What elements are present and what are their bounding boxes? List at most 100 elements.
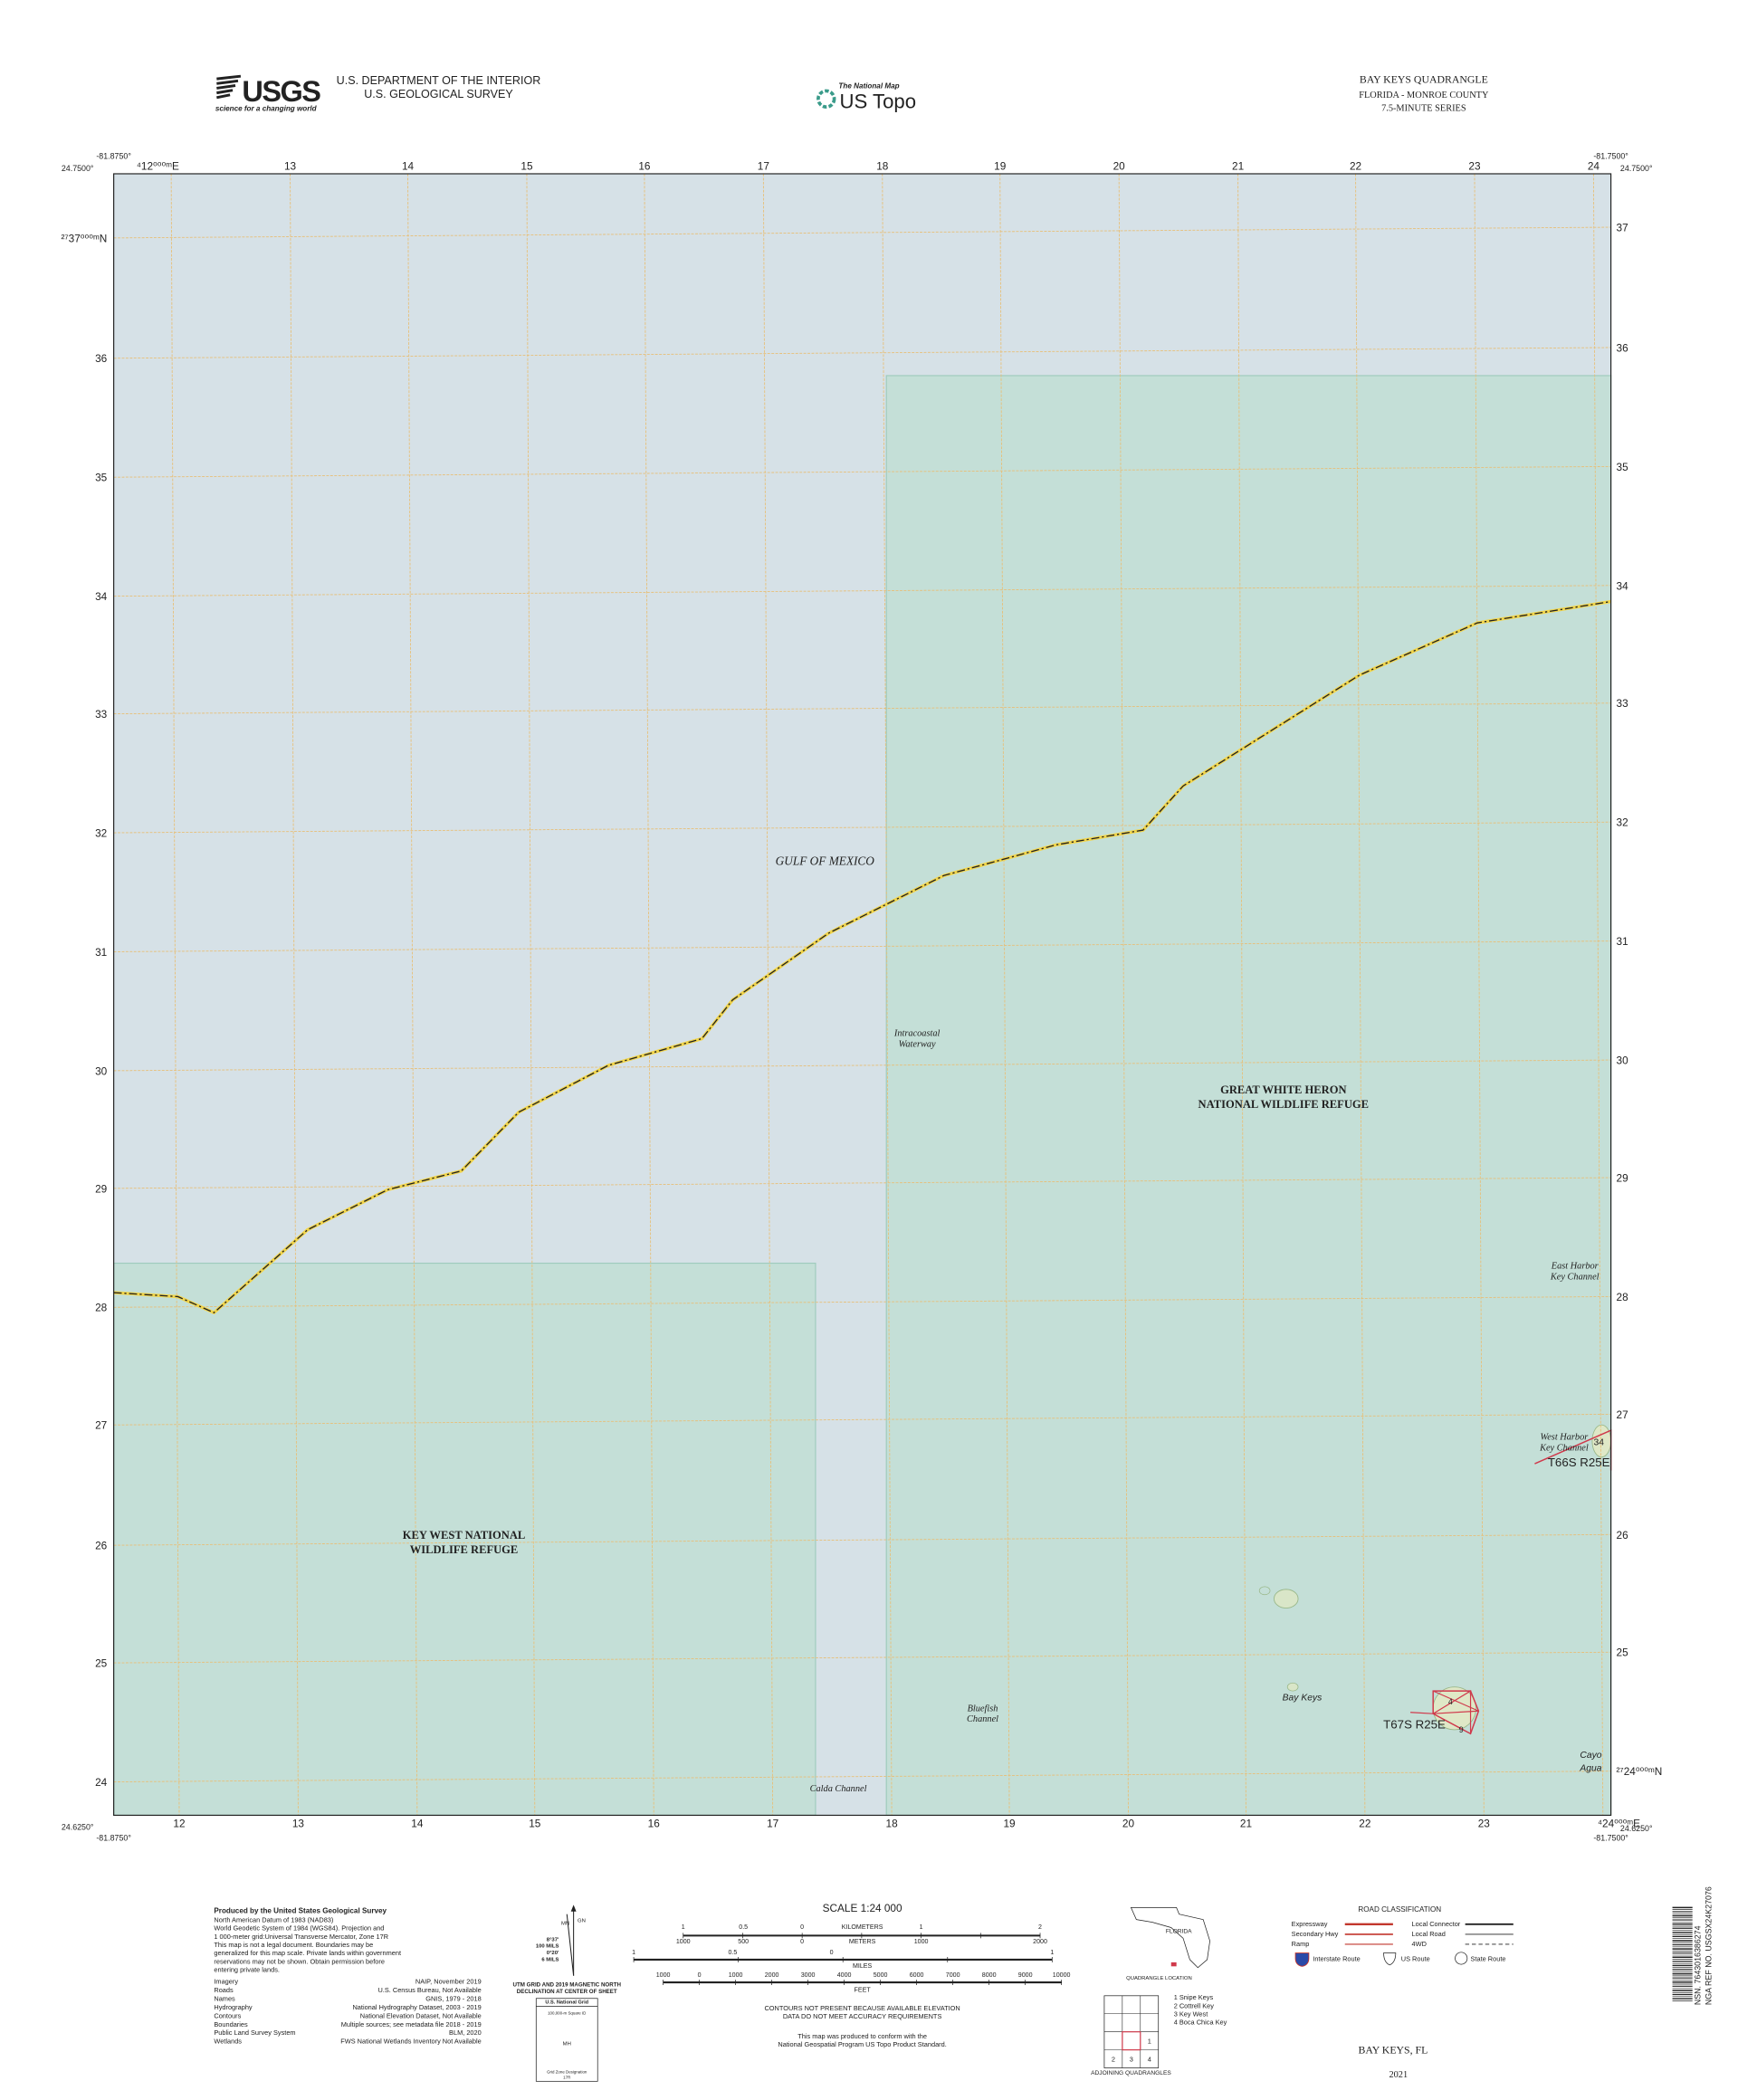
adjoining-name: 3 Key West — [1174, 2010, 1208, 2019]
section-label: 34 — [1594, 1437, 1605, 1447]
national-map: The National Map — [838, 81, 899, 90]
state-outline — [1130, 1906, 1210, 1969]
grid-label: 22 — [1350, 160, 1361, 173]
road-type: 4WD — [1412, 1940, 1427, 1948]
scale-unit: METERS — [849, 1938, 876, 1945]
scale-number: 2000 — [1033, 1938, 1047, 1945]
grid-label: 34 — [95, 590, 108, 603]
source-credit: FWS National Wetlands Inventory Not Avai… — [340, 2038, 482, 2046]
grid-box-text: Grid Zone Designation — [547, 2069, 587, 2074]
logo: USGS — [242, 75, 320, 108]
source-name: Names — [214, 1994, 235, 2002]
road-title: ROAD CLASSIFICATION — [1358, 1905, 1441, 1914]
refuge-label: KEY WEST NATIONAL — [403, 1529, 526, 1542]
grid-label: 24 — [95, 1776, 108, 1789]
logo-tagline: science for a changing world — [215, 105, 318, 113]
grid-label: 25 — [95, 1657, 108, 1670]
grid-label: 34 — [1617, 579, 1629, 592]
boundary-line — [113, 600, 1611, 1313]
route-type: Interstate Route — [1313, 1954, 1360, 1962]
location-caption: QUADRANGLE LOCATION — [1126, 1976, 1192, 1981]
scale-number: 2 — [1038, 1923, 1042, 1931]
grid-label: 20 — [1122, 1818, 1135, 1830]
section-label: 4 — [1448, 1697, 1453, 1706]
adjoining-name: 1 Snipe Keys — [1174, 1993, 1214, 2001]
scale-number: 1 — [1050, 1949, 1054, 1956]
grid-line — [999, 173, 1010, 1816]
route-type: US Route — [1401, 1954, 1430, 1962]
grid-line — [113, 1296, 1611, 1308]
grid-label: ²⁷37⁰⁰⁰ᵐN — [61, 232, 107, 244]
us-topo-icon — [816, 89, 836, 109]
grid-label: 17 — [758, 160, 769, 173]
grid-line — [113, 1177, 1611, 1189]
corner-coordinate: -81.8750° — [96, 1834, 131, 1843]
grid-label: 14 — [411, 1818, 424, 1830]
state-label: FLORIDA — [1166, 1928, 1192, 1934]
refuge-label: WILDLIFE REFUGE — [410, 1543, 519, 1556]
quadrangle-name: 7.5-MINUTE SERIES — [1381, 104, 1466, 114]
logo-stripe — [216, 89, 234, 95]
credit-note: reservations may not be shown. Obtain pe… — [214, 1957, 385, 1965]
scale-number: 1000 — [656, 1971, 671, 1979]
grid-line — [526, 173, 536, 1816]
declination-caption: DECLINATION AT CENTER OF SHEET — [517, 1989, 617, 1995]
grid-label: 31 — [1617, 935, 1628, 948]
grid-label: 20 — [1113, 160, 1126, 173]
declination-angle: 0°20' — [547, 1951, 559, 1956]
grid-label: 28 — [95, 1302, 108, 1314]
place-label: Cayo — [1580, 1751, 1601, 1761]
source-credit: Multiple sources; see metadata file 2018… — [341, 2020, 482, 2028]
water-label: GULF OF MEXICO — [776, 854, 875, 867]
scale-number: 5000 — [874, 1971, 888, 1979]
north-label: MN — [561, 1922, 569, 1927]
contour-note: CONTOURS NOT PRESENT BECAUSE AVAILABLE E… — [764, 2004, 960, 2012]
grid-label: 21 — [1240, 1818, 1252, 1830]
scale-number: 4000 — [837, 1971, 852, 1979]
section-line — [1432, 1690, 1480, 1735]
grid-label: 33 — [1617, 697, 1629, 710]
credit-note: 1 000-meter grid:Universal Transverse Me… — [214, 1933, 388, 1941]
grid-box-text: 100,000-m Square ID — [548, 2010, 586, 2015]
grid-line — [113, 1413, 1611, 1426]
scale-number: 10000 — [1053, 1971, 1071, 1979]
grid-box — [535, 1998, 598, 2082]
grid-label: 24 — [1588, 160, 1600, 173]
grid-label: 28 — [1617, 1291, 1629, 1303]
corner-coordinate: 24.6250° — [1620, 1824, 1653, 1833]
adjoining-cell: 1 — [1148, 2038, 1151, 2046]
logo-stripe — [216, 93, 231, 100]
this-quadrangle — [1122, 2031, 1141, 2051]
grid-label: 16 — [638, 160, 651, 173]
grid-label: 33 — [95, 708, 108, 721]
quadrangle-marker — [1170, 1962, 1177, 1967]
adjoining-name: 2 Cottrell Key — [1174, 2001, 1215, 2009]
water-label: West Harbor — [1541, 1432, 1590, 1442]
declination-angle: 100 MILS — [536, 1944, 559, 1950]
grid-line — [113, 585, 1611, 597]
grid-line — [1118, 173, 1129, 1816]
credit-note: World Geodetic System of 1984 (WGS84). P… — [214, 1924, 384, 1933]
credit-note: This map is not a legal document. Bounda… — [214, 1941, 373, 1949]
scale-number: 6000 — [910, 1971, 924, 1979]
grid-label: 27 — [95, 1419, 107, 1432]
scale-number: 1000 — [729, 1971, 743, 1979]
grid-line — [113, 702, 1611, 715]
adjoining-name: 4 Boca Chica Key — [1174, 2019, 1227, 2027]
island — [1258, 1586, 1271, 1596]
grid-label: 30 — [1617, 1055, 1629, 1067]
grid-box-text: 17R — [563, 2075, 570, 2079]
source-credit: BLM, 2020 — [449, 2028, 482, 2037]
corner-coordinate: 24.7500° — [62, 164, 94, 173]
grid-label: 36 — [95, 352, 108, 365]
grid-label: 13 — [284, 160, 297, 173]
agency: U.S. GEOLOGICAL SURVEY — [364, 88, 513, 100]
scale-title: SCALE 1:24 000 — [823, 1902, 902, 1914]
grid-label: ²⁷24⁰⁰⁰ᵐN — [1617, 1765, 1663, 1778]
section-label: 9 — [1459, 1725, 1464, 1734]
grid-label: 25 — [1617, 1647, 1629, 1659]
grid-line — [113, 1533, 1611, 1546]
grid-label: 32 — [95, 826, 107, 839]
scale-number: 1 — [682, 1923, 685, 1931]
